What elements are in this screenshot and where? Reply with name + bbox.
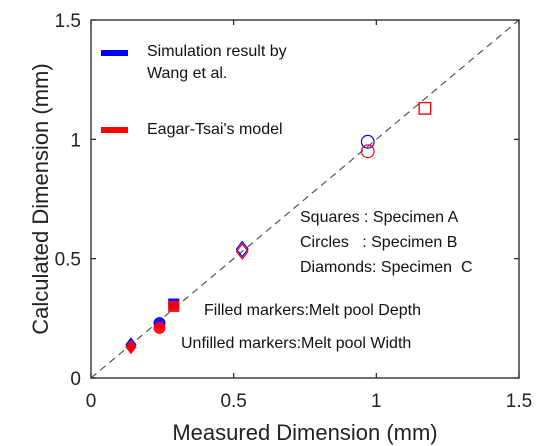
x-tick-label: 0 <box>86 391 97 412</box>
marker-square-unfilled-s0 <box>418 101 432 115</box>
plot-area-border <box>90 19 520 379</box>
marker-diamond-filled-s1 <box>125 339 137 355</box>
x-tick-label: 1.5 <box>506 391 532 412</box>
y-tick-label: 0 <box>70 369 81 390</box>
marker-circle-unfilled-s1 <box>360 144 375 159</box>
x-axis-title: Measured Dimension (mm) <box>172 420 437 445</box>
legend: Simulation result by Wang et al. Eagar-T… <box>101 43 287 138</box>
marker-circle-filled-s1 <box>153 321 166 334</box>
data-markers <box>125 101 432 355</box>
marker-diamond-unfilled-s0 <box>235 240 249 258</box>
x-tick-label: 0.5 <box>220 391 246 412</box>
y-tick-label: 0.5 <box>55 250 81 271</box>
axis-tick-labels: 0 0.5 1 1.5 0 0.5 1 1.5 <box>55 11 533 412</box>
annotations: Squares : Specimen A Circles : Specimen … <box>181 209 473 352</box>
legend-entry-wang-line1: Simulation result by <box>147 43 287 60</box>
annotation-squares: Squares : Specimen A <box>300 209 459 226</box>
marker-square-unfilled-s1 <box>418 101 432 115</box>
axis-ticks <box>90 19 520 379</box>
legend-entry-wang-line2: Wang et al. <box>147 65 227 82</box>
annotation-unfilled-markers: Unfilled markers:Melt pool Width <box>181 335 411 352</box>
marker-diamond-unfilled-s1 <box>235 243 249 260</box>
marker-square-filled-s1 <box>168 300 180 312</box>
annotation-filled-markers: Filled markers:Melt pool Depth <box>204 302 421 319</box>
reference-line <box>90 19 520 379</box>
x-tick-label: 1 <box>371 391 382 412</box>
y-axis-title: Calculated Dimension (mm) <box>28 63 53 334</box>
marker-circle-unfilled-s0 <box>360 134 375 149</box>
annotation-diamonds: Diamonds: Specimen C <box>300 259 473 276</box>
annotation-circles: Circles : Specimen B <box>300 234 457 251</box>
legend-entry-eagar: Eagar-Tsai's model <box>147 121 283 138</box>
y-tick-label: 1.5 <box>55 11 81 32</box>
y-tick-label: 1 <box>70 130 81 151</box>
